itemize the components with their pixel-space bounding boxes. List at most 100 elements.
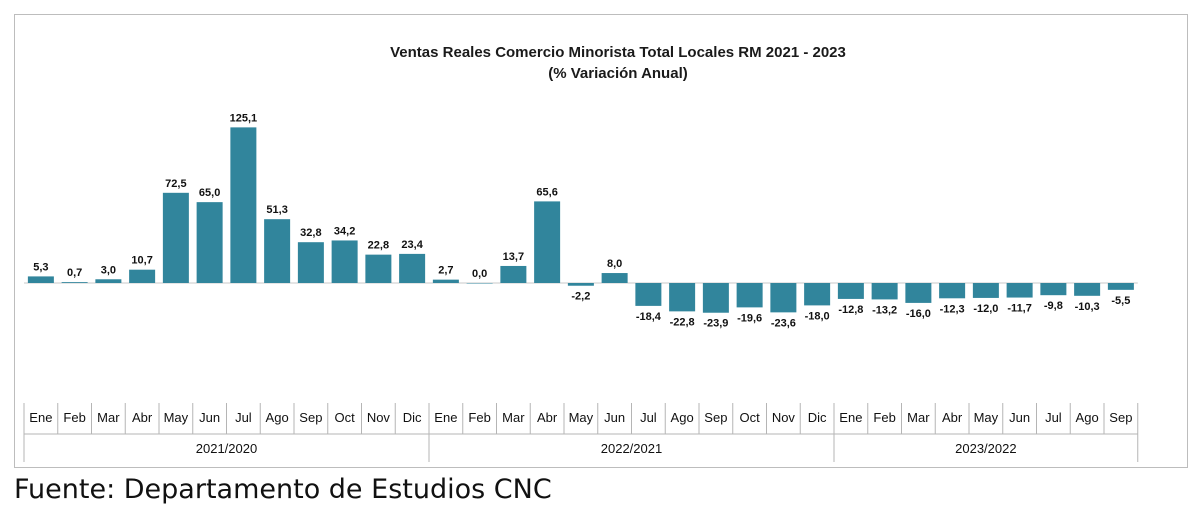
source-note: Fuente: Departamento de Estudios CNC — [14, 474, 552, 505]
bar — [297, 242, 324, 283]
bar — [567, 283, 594, 286]
x-tick-label: Ene — [29, 410, 52, 425]
bar — [972, 283, 999, 298]
x-tick-label: Feb — [468, 410, 490, 425]
bar — [466, 283, 493, 284]
x-tick-label: Ene — [839, 410, 862, 425]
x-tick-label: Mar — [907, 410, 930, 425]
x-tick-label: Oct — [335, 410, 356, 425]
bar — [95, 279, 122, 283]
bar — [1006, 283, 1033, 298]
data-label: -12,3 — [940, 303, 965, 315]
data-label: -13,2 — [872, 304, 897, 316]
bar — [129, 269, 156, 283]
x-tick-label: Ene — [434, 410, 457, 425]
x-tick-label: Mar — [97, 410, 120, 425]
data-label: 0,7 — [67, 267, 82, 279]
x-tick-label: Jun — [604, 410, 625, 425]
x-tick-label: Ago — [1076, 410, 1099, 425]
data-label: 8,0 — [607, 258, 622, 270]
bar — [905, 283, 932, 303]
x-tick-label: Abr — [942, 410, 963, 425]
bar — [61, 282, 88, 283]
data-label: -18,0 — [805, 310, 830, 322]
x-tick-label: Feb — [873, 410, 895, 425]
data-label: 72,5 — [165, 178, 186, 190]
category-axis: Ene Feb Mar Abr May Jun Jul Ago Sep Oct Nov Dic Ene F… — [23, 403, 1139, 462]
data-label: -9,8 — [1044, 300, 1063, 312]
chart-frame: Ventas Reales Comercio Minorista Total L… — [14, 14, 1188, 468]
x-group-label: 2021/2020 — [196, 441, 257, 456]
bar — [534, 201, 561, 283]
x-tick-label: Jun — [199, 410, 220, 425]
x-tick-label: Nov — [367, 410, 391, 425]
x-group-label: 2022/2021 — [601, 441, 662, 456]
bar — [837, 283, 864, 299]
data-label: 23,4 — [401, 239, 423, 251]
bar — [635, 283, 662, 306]
data-label: 65,0 — [199, 187, 220, 199]
data-label: -19,6 — [737, 312, 762, 324]
bar — [736, 283, 763, 308]
bar-chart: Ventas Reales Comercio Minorista Total L… — [23, 44, 1139, 462]
bar — [770, 283, 797, 313]
x-tick-label: Dic — [403, 410, 422, 425]
x-tick-label: Sep — [299, 410, 322, 425]
data-label: -5,5 — [1111, 295, 1130, 307]
x-tick-label: May — [569, 410, 594, 425]
x-tick-label: Abr — [132, 410, 153, 425]
data-label: 65,6 — [536, 186, 557, 198]
x-tick-label: Feb — [63, 410, 85, 425]
x-tick-label: Jul — [235, 410, 252, 425]
bars-layer — [24, 127, 1138, 313]
x-tick-label: May — [974, 410, 999, 425]
bar — [1040, 283, 1067, 296]
data-label: 0,0 — [472, 268, 487, 280]
data-label: -23,9 — [703, 318, 728, 330]
bar — [399, 253, 426, 283]
x-group-label: 2023/2022 — [955, 441, 1016, 456]
bar — [230, 127, 257, 283]
data-label: 2,7 — [438, 265, 453, 277]
data-label: -2,2 — [571, 291, 590, 303]
data-label: -16,0 — [906, 308, 931, 320]
data-label: 32,8 — [300, 227, 321, 239]
bar — [331, 240, 358, 283]
bar — [365, 254, 392, 283]
x-tick-label: Oct — [740, 410, 761, 425]
x-tick-label: Ago — [266, 410, 289, 425]
data-label: 10,7 — [131, 255, 152, 267]
chart-subtitle: (% Variación Anual) — [548, 65, 687, 82]
chart-title: Ventas Reales Comercio Minorista Total L… — [390, 44, 846, 61]
bar — [1074, 283, 1101, 296]
data-label: 22,8 — [368, 240, 389, 252]
bar — [196, 202, 223, 283]
bar — [702, 283, 729, 313]
x-tick-label: Abr — [537, 410, 558, 425]
bar — [601, 273, 628, 283]
bar — [162, 192, 189, 283]
data-label: -11,7 — [1007, 303, 1031, 315]
data-label: 3,0 — [101, 264, 116, 276]
data-label: -10,3 — [1075, 301, 1100, 313]
data-label: -18,4 — [636, 311, 662, 323]
x-tick-label: Sep — [704, 410, 727, 425]
data-label: 34,2 — [334, 225, 355, 237]
x-tick-label: Dic — [808, 410, 827, 425]
bar — [432, 279, 459, 283]
x-tick-label: Jun — [1009, 410, 1030, 425]
value-labels-layer: 5,3 0,7 3,0 10,7 72,5 65,0 125,1 51,3 32,8 34,2 22… — [33, 112, 1130, 329]
data-label: -23,6 — [771, 317, 796, 329]
data-label: 51,3 — [266, 204, 287, 216]
bar — [264, 219, 291, 283]
bar — [669, 283, 696, 312]
data-label: 13,7 — [503, 251, 524, 263]
bar — [27, 276, 54, 283]
x-tick-label: Jul — [1045, 410, 1062, 425]
x-tick-label: Jul — [640, 410, 657, 425]
bar — [500, 265, 527, 283]
x-tick-label: Nov — [772, 410, 796, 425]
x-tick-label: Ago — [671, 410, 694, 425]
x-tick-label: Mar — [502, 410, 525, 425]
data-label: -12,0 — [973, 303, 998, 315]
